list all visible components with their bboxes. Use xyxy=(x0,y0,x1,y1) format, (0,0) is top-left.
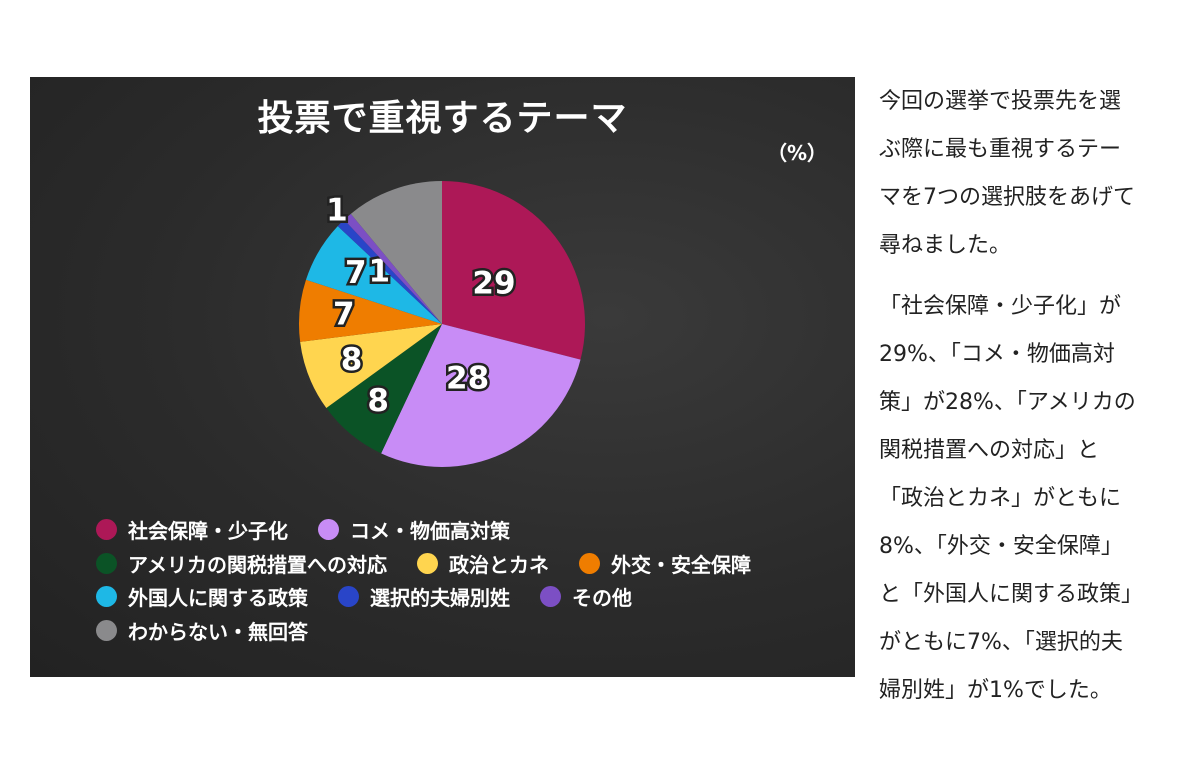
legend-item: 外国人に関する政策 xyxy=(96,582,308,611)
legend-label: 選択的夫婦別姓 xyxy=(370,586,510,611)
legend-row: わからない・無回答 xyxy=(96,614,836,648)
unit-label: （%） xyxy=(766,141,827,165)
pie-slice xyxy=(305,226,442,324)
legend-swatch xyxy=(417,552,438,574)
legend-label: 政治とカネ xyxy=(449,552,549,577)
pie-slice xyxy=(442,181,585,360)
pie-slice xyxy=(300,324,442,409)
legend-item: 選択的夫婦別姓 xyxy=(338,582,510,611)
pie-slice xyxy=(337,219,442,324)
pie-slice xyxy=(350,181,442,324)
legend-swatch xyxy=(96,619,117,641)
slice-value-label: 28 xyxy=(446,360,489,396)
slice-value-label: 29 xyxy=(472,266,515,302)
article-paragraph: 今回の選挙で投票先を選 ぶ際に最も重視するテー マを7つの選択肢をあげて 尋ねま… xyxy=(879,89,1135,258)
legend-item: わからない・無回答 xyxy=(96,616,308,645)
pie-slice xyxy=(381,324,581,467)
legend-swatch xyxy=(579,552,600,574)
legend-label: わからない・無回答 xyxy=(128,619,308,644)
legend-item: その他 xyxy=(540,582,632,611)
pie-slice xyxy=(326,324,442,454)
legend-label: 外国人に関する政策 xyxy=(128,586,308,611)
legend-swatch xyxy=(318,519,339,541)
slice-value-label: 8 xyxy=(341,342,363,378)
legend-item: 外交・安全保障 xyxy=(579,549,751,578)
legend-label: 社会保障・少子化 xyxy=(128,519,288,544)
legend-swatch xyxy=(540,586,561,608)
legend-swatch xyxy=(338,586,359,608)
legend: 社会保障・少子化 コメ・物価高対策 アメリカの関税措置への対応 政治とカネ 外交… xyxy=(96,513,836,647)
article-text: 今回の選挙で投票先を選 ぶ際に最も重視するテー マを7つの選択肢をあげて 尋ねま… xyxy=(879,78,1179,728)
legend-item: 政治とカネ xyxy=(417,549,549,578)
legend-label: アメリカの関税措置への対応 xyxy=(128,552,387,577)
legend-swatch xyxy=(96,519,117,541)
legend-label: その他 xyxy=(572,586,632,611)
article-paragraph: 「社会保障・少子化」が 29%、「コメ・物価高対 策」が28%、「アメリカの 関… xyxy=(879,294,1144,703)
chart-title: 投票で重視するテーマ xyxy=(257,98,628,139)
pie-slice xyxy=(299,279,442,342)
legend-row: 外国人に関する政策 選択的夫婦別姓 その他 xyxy=(96,580,836,614)
slice-value-label: 7 xyxy=(333,297,355,333)
slice-value-label: 1 xyxy=(326,192,348,228)
legend-row: アメリカの関税措置への対応 政治とカネ 外交・安全保障 xyxy=(96,547,836,581)
legend-label: コメ・物価高対策 xyxy=(350,519,510,544)
legend-swatch xyxy=(96,552,117,574)
legend-swatch xyxy=(96,586,117,608)
legend-label: 外交・安全保障 xyxy=(611,552,751,577)
pie-slice xyxy=(344,213,442,324)
legend-item: アメリカの関税措置への対応 xyxy=(96,549,387,578)
legend-item: 社会保障・少子化 xyxy=(96,515,288,544)
chart-panel: 投票で重視するテーマ （%） 29 28 8 8 7 7 1 1 社会保障・少子化 コメ・物価… xyxy=(30,77,855,677)
legend-row: 社会保障・少子化 コメ・物価高対策 xyxy=(96,513,836,547)
slice-value-label: 8 xyxy=(367,383,389,419)
slice-value-label: 7 xyxy=(345,255,367,291)
legend-item: コメ・物価高対策 xyxy=(318,515,510,544)
